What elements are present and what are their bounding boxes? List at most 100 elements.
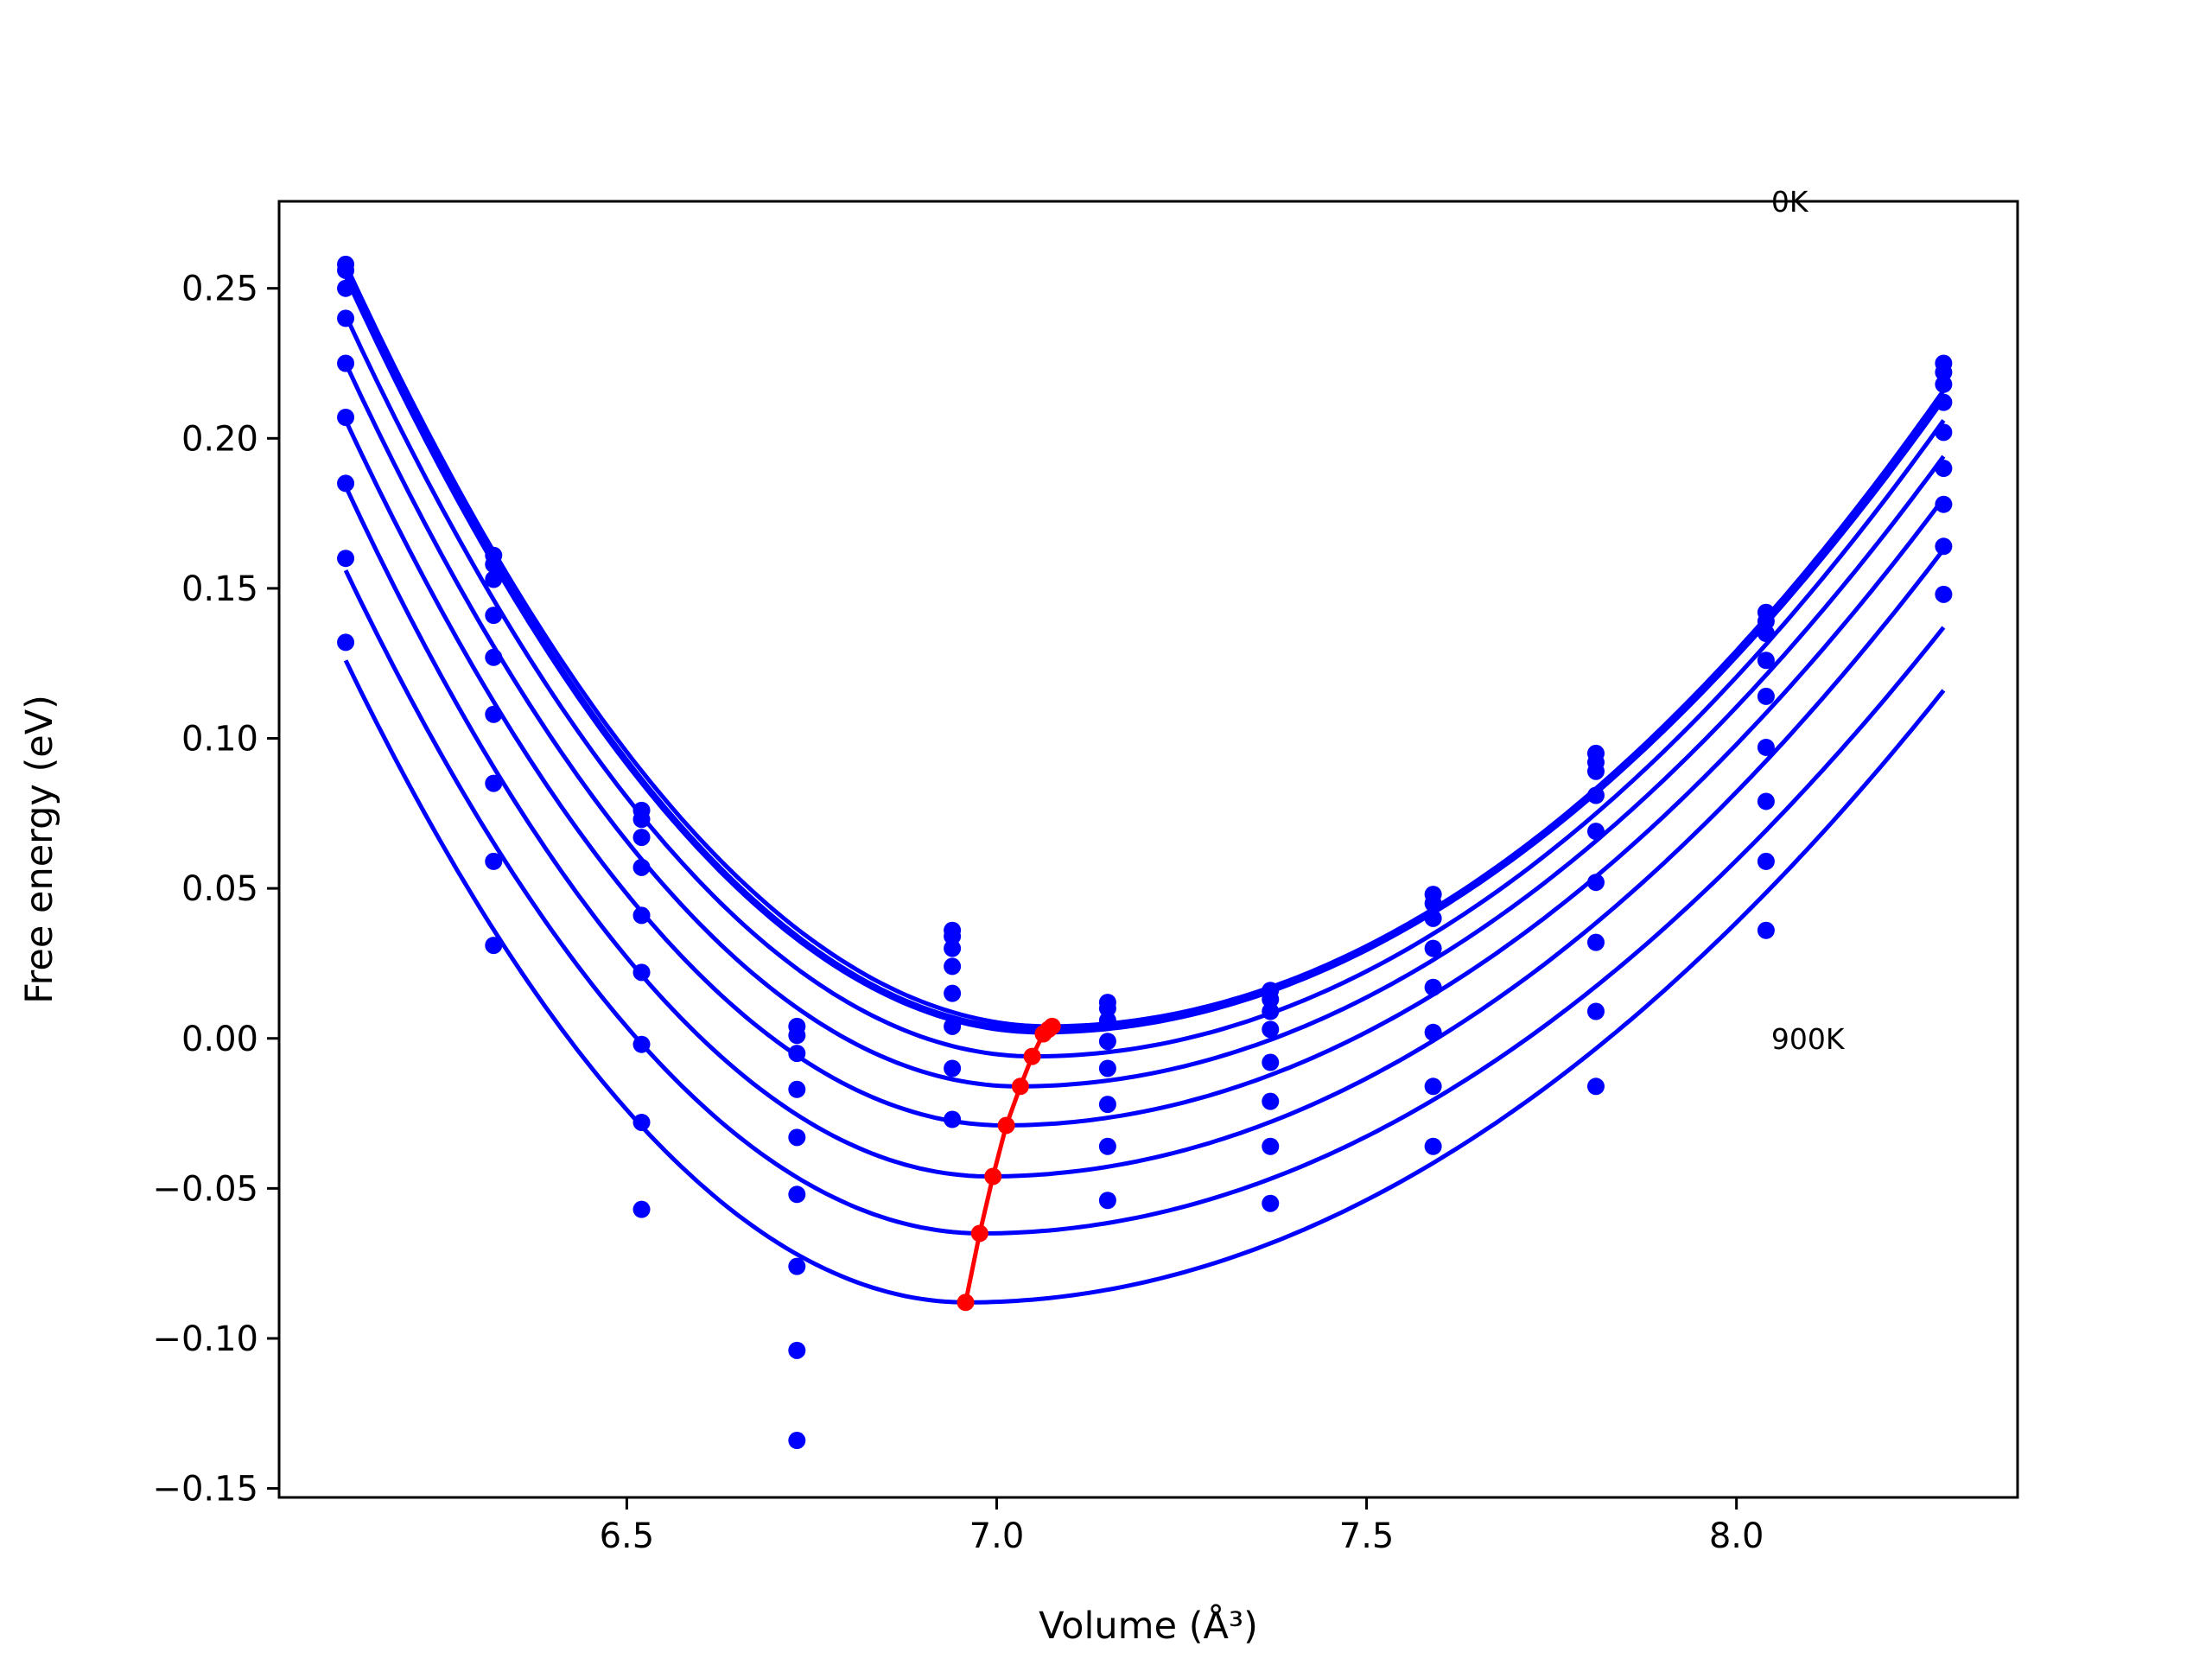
data-point [1424, 939, 1442, 957]
fit-curve-3 [343, 314, 1946, 1059]
data-point [1262, 1053, 1280, 1071]
data-point [1757, 652, 1775, 670]
data-point [1935, 537, 1953, 556]
data-point [1424, 894, 1442, 912]
y-tick-label: 0.15 [181, 569, 258, 609]
data-point [337, 261, 355, 279]
data-point [944, 927, 962, 945]
data-point [1757, 687, 1775, 705]
plot-frame [277, 200, 2019, 1499]
fit-curve-6 [343, 485, 1946, 1179]
y-axis-ticks: 0.25 0.20 0.15 0.10 0.05 0.00 −0.05 −0.10 −0.15 [152, 270, 279, 1510]
data-point [944, 1017, 962, 1035]
data-point [337, 354, 355, 372]
y-tick-label: −0.10 [152, 1319, 258, 1359]
x-tick-label: 8.0 [1709, 1516, 1764, 1556]
data-point [1757, 738, 1775, 756]
data-point [944, 984, 962, 1002]
minima-point [1034, 1025, 1052, 1043]
y-tick-label: −0.05 [152, 1169, 258, 1209]
x-tick-label: 6.5 [600, 1516, 655, 1556]
data-point [944, 1110, 962, 1128]
data-point [1586, 762, 1605, 780]
data-point [1424, 978, 1442, 996]
data-point [788, 1432, 806, 1450]
annotation-label: 0K [1771, 185, 1809, 219]
data-point [1586, 874, 1605, 892]
data-point [632, 829, 651, 847]
data-point [632, 810, 651, 829]
fit-curve-4 [343, 362, 1946, 1089]
data-point [1757, 625, 1775, 642]
data-point [337, 279, 355, 297]
data-point [1757, 921, 1775, 939]
y-tick-label: 0.25 [181, 270, 258, 309]
data-point [788, 1045, 806, 1063]
data-point [337, 474, 355, 493]
data-point [485, 705, 503, 723]
data-point [337, 309, 355, 327]
data-point [1098, 1011, 1116, 1029]
data-point [1586, 1077, 1605, 1096]
data-point [1098, 1192, 1116, 1210]
fit-curves [343, 263, 1946, 1305]
data-point [1935, 495, 1953, 513]
data-point [788, 1185, 806, 1204]
data-point [632, 1200, 651, 1218]
data-point [1586, 933, 1605, 951]
y-tick-label: 0.00 [181, 1020, 258, 1059]
data-point [1757, 792, 1775, 810]
data-point [1935, 375, 1953, 393]
data-point [788, 1027, 806, 1045]
data-point [1424, 909, 1442, 927]
y-tick-label: 0.05 [181, 869, 258, 909]
data-point [1586, 823, 1605, 841]
data-point [632, 906, 651, 925]
data-point [1262, 1020, 1280, 1039]
fit-curve-7 [343, 569, 1946, 1236]
data-point [1098, 1033, 1116, 1051]
data-point [1262, 990, 1280, 1008]
data-point [1424, 1077, 1442, 1096]
data-point [944, 939, 962, 957]
data-point [1757, 613, 1775, 631]
data-point [944, 957, 962, 976]
data-point [485, 648, 503, 666]
data-point [1098, 1059, 1116, 1077]
annotation-label: 900K [1771, 1022, 1846, 1056]
data-point [1262, 1194, 1280, 1212]
y-tick-label: 0.20 [181, 419, 258, 459]
data-point [337, 633, 355, 652]
data-point [1757, 852, 1775, 870]
data-points [337, 255, 1953, 1450]
data-point [1262, 1137, 1280, 1155]
data-point [1586, 1002, 1605, 1020]
data-point [788, 1080, 806, 1098]
minima-point [1023, 1047, 1041, 1065]
data-point [788, 1257, 806, 1275]
data-point [485, 607, 503, 625]
y-tick-label: −0.15 [152, 1470, 258, 1510]
data-point [485, 570, 503, 588]
data-point [485, 556, 503, 574]
fit-curve-5 [343, 419, 1946, 1128]
data-point [1098, 1096, 1116, 1114]
minima-point [984, 1167, 1002, 1185]
data-point [485, 774, 503, 792]
y-axis-label: Free energy (eV) [18, 695, 61, 1004]
data-point [632, 1035, 651, 1053]
data-point [632, 858, 651, 876]
data-point [1935, 393, 1953, 411]
minima-point [1011, 1077, 1029, 1096]
x-axis-label: Volume (Å³) [1039, 1604, 1258, 1648]
minima-point [970, 1224, 988, 1243]
data-point [788, 1128, 806, 1147]
x-tick-label: 7.5 [1339, 1516, 1395, 1556]
annotations: 0K 900K [1771, 185, 1846, 1056]
data-point [1935, 460, 1953, 478]
fit-curve-2 [343, 275, 1946, 1035]
data-point [1424, 1137, 1442, 1155]
data-point [337, 550, 355, 568]
